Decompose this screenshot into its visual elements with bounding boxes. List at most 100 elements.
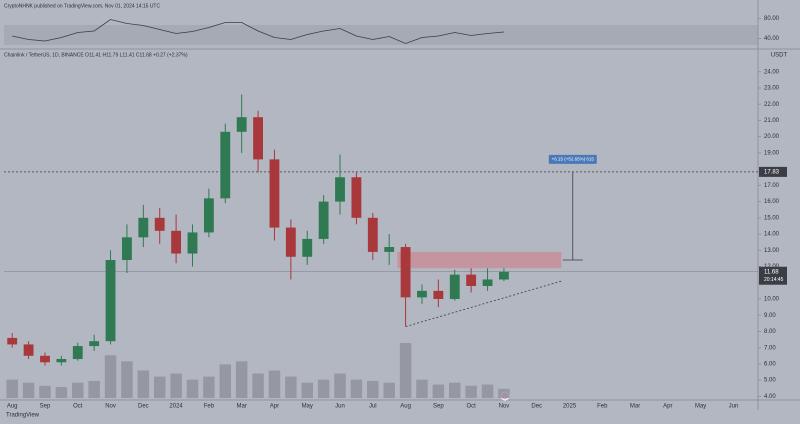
candle-body — [72, 346, 83, 360]
rsi-tick-label: 40.00 — [764, 36, 780, 42]
candle-body — [318, 201, 329, 239]
candle-body — [7, 337, 18, 345]
volume-bar — [350, 379, 363, 398]
x-tick-label: Apr — [663, 404, 672, 410]
candle-body — [285, 227, 296, 257]
y-tick-label: 15.00 — [764, 215, 780, 221]
x-tick-label: Aug — [400, 404, 411, 410]
x-tick-label: Nov — [105, 404, 116, 410]
volume-bar — [219, 364, 232, 398]
measure-label-bg — [548, 154, 597, 164]
y-tick-label: 4.00 — [764, 394, 776, 400]
x-tick-label: 2025 — [563, 404, 577, 410]
watermark: TradingView — [6, 413, 40, 419]
volume-bar — [334, 373, 346, 398]
volume-bar — [252, 373, 264, 398]
candle-body — [40, 355, 50, 363]
candle-body — [335, 177, 345, 202]
volume-bar — [465, 385, 477, 398]
y-tick-label: 16.00 — [764, 199, 780, 205]
candle-body — [122, 237, 132, 261]
candle-body — [269, 159, 280, 228]
volume-bar — [121, 361, 133, 398]
y-tick-label: 7.00 — [764, 345, 776, 351]
candle-body — [187, 232, 198, 254]
x-tick-label: Dec — [138, 404, 149, 410]
y-tick-label: 5.00 — [764, 378, 776, 384]
target-label-bg — [759, 166, 787, 177]
publisher: CryptoNHNK published on TradingView.com,… — [4, 3, 160, 9]
candle-body — [56, 359, 67, 363]
target-label: 17.83 — [764, 169, 780, 175]
x-tick-label: May — [302, 404, 313, 410]
candle-body — [253, 117, 263, 160]
volume-bar — [72, 382, 84, 398]
volume-bar — [498, 388, 510, 398]
candle-body — [220, 131, 231, 199]
candle-body — [138, 217, 149, 238]
x-tick-label: Sep — [433, 404, 444, 410]
currency: USDT — [771, 53, 788, 59]
volume-bar — [6, 379, 18, 398]
y-tick-label: 13.00 — [764, 248, 780, 254]
candle-body — [466, 274, 477, 286]
y-tick-label: 6.00 — [764, 361, 776, 367]
rsi-line — [12, 19, 504, 44]
y-tick-label: 17.00 — [764, 183, 780, 189]
volume-bar — [235, 361, 248, 398]
candle-body — [367, 217, 378, 252]
candle-body — [302, 238, 313, 257]
volume-bar — [153, 376, 166, 398]
candle-body — [89, 341, 100, 347]
volume-bar — [55, 387, 68, 398]
y-tick-label: 20.00 — [764, 134, 780, 140]
measure-label: +6.15 (+52.65%) 615 — [552, 157, 595, 162]
volume-bar — [285, 376, 297, 398]
rsi-band — [4, 25, 758, 45]
x-tick-label: Mar — [237, 404, 247, 410]
x-tick-label: Oct — [466, 404, 476, 410]
x-tick-label: May — [695, 404, 706, 410]
countdown: 20:14:45 — [764, 277, 784, 283]
volume-bar — [203, 376, 215, 398]
volume-bar — [137, 370, 150, 398]
volume-bar — [399, 343, 412, 398]
y-tick-label: 24.00 — [764, 69, 780, 75]
y-tick-label: 8.00 — [764, 329, 776, 335]
x-tick-label: Nov — [499, 404, 510, 410]
candle-body — [351, 177, 362, 218]
candle-body — [23, 344, 34, 356]
last-price-label: 11.68 — [764, 269, 779, 275]
candle-body — [499, 271, 509, 280]
x-tick-label: Feb — [204, 404, 215, 410]
candle-body — [105, 260, 116, 342]
volume-bar — [481, 384, 494, 398]
volume-bar — [186, 379, 199, 398]
x-tick-label: Jun — [335, 404, 345, 410]
volume-bar — [416, 379, 428, 398]
x-tick-label: Feb — [597, 404, 608, 410]
y-tick-label: 23.00 — [764, 86, 780, 92]
volume-bar — [268, 370, 281, 398]
volume-bar — [88, 380, 100, 398]
volume-bar — [104, 355, 117, 398]
volume-bar — [317, 379, 330, 398]
volume-bar — [449, 382, 461, 398]
candle-body — [171, 230, 182, 254]
x-tick-label: Aug — [7, 404, 18, 410]
trendline — [405, 280, 562, 327]
x-tick-label: Apr — [270, 404, 279, 410]
volume-bar — [39, 385, 51, 398]
candle-body — [417, 290, 427, 298]
candle-body — [203, 198, 214, 233]
x-tick-label: Dec — [531, 404, 542, 410]
y-tick-label: 19.00 — [764, 150, 780, 156]
candle-body — [433, 290, 444, 299]
x-tick-label: Oct — [73, 404, 83, 410]
candle-body — [384, 247, 395, 252]
symbol-info: Chainlink / TetherUS, 1D, BINANCE O11.41… — [4, 52, 188, 58]
x-tick-label: 2024 — [169, 404, 183, 410]
y-tick-label: 9.00 — [764, 313, 776, 319]
candle-body — [400, 247, 411, 298]
